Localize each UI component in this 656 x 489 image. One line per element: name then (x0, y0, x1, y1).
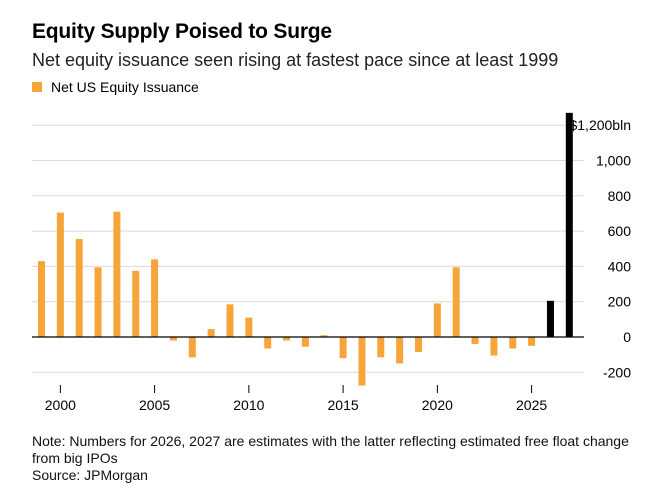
x-tick-label: 2020 (422, 397, 453, 413)
y-axis: $1,200bln 1,000 800 600 400 200 0 -200 (569, 117, 631, 380)
legend-swatch (32, 82, 42, 92)
y-tick-label: 0 (623, 329, 631, 345)
bar-2007 (188, 337, 196, 358)
bar-2027 (565, 112, 573, 337)
bar-2012 (283, 337, 291, 341)
bar-2002 (94, 267, 102, 337)
gridlines (32, 124, 584, 373)
y-tick-label: 400 (608, 258, 632, 274)
bar-2019 (415, 337, 422, 353)
legend-label: Net US Equity Issuance (51, 79, 199, 95)
bar-2004 (132, 270, 140, 337)
bar-2024 (509, 337, 517, 349)
bar-2018 (396, 337, 404, 364)
chart-source: Source: JPMorgan (32, 467, 148, 483)
x-tick-label: 2015 (328, 397, 359, 413)
y-tick-label: 600 (608, 223, 632, 239)
y-tick-label: 1,000 (596, 153, 631, 169)
chart-subtitle: Net equity issuance seen rising at faste… (32, 50, 559, 70)
bar-2011 (264, 337, 272, 349)
y-tick-label: -200 (603, 364, 631, 380)
bar-2001 (75, 239, 83, 337)
bar-2016 (358, 337, 366, 386)
bar-2026 (546, 300, 554, 337)
bar-2017 (377, 337, 385, 358)
x-tick-label: 2010 (233, 397, 264, 413)
bar-2022 (471, 337, 479, 345)
chart-note: Note: Numbers for 2026, 2027 are estimat… (32, 433, 629, 466)
bar-2003 (113, 211, 121, 337)
bar-2009 (226, 304, 234, 337)
y-tick-label: $1,200bln (569, 117, 631, 133)
x-axis: 2000 2005 2010 2015 2020 2025 (45, 385, 547, 413)
x-tick-label: 2025 (516, 397, 547, 413)
legend: Net US Equity Issuance (32, 79, 199, 95)
y-tick-label: 200 (608, 294, 632, 310)
bar-1999 (38, 261, 45, 337)
bar-2020 (433, 303, 441, 337)
bar-2023 (490, 337, 498, 356)
bar-2021 (452, 267, 460, 337)
bar-2013 (301, 337, 309, 347)
bar-2008 (207, 329, 215, 337)
chart-title: Equity Supply Poised to Surge (32, 20, 332, 43)
x-tick-label: 2005 (139, 397, 170, 413)
bar-2014 (320, 335, 328, 337)
bar-2005 (151, 259, 159, 337)
bar-2000 (56, 212, 64, 337)
bars (38, 112, 573, 386)
y-tick-label: 800 (608, 188, 632, 204)
bar-2025 (528, 337, 536, 346)
bar-2010 (245, 317, 253, 337)
bar-2006 (169, 337, 177, 341)
x-tick-label: 2000 (45, 397, 76, 413)
bar-2015 (339, 337, 347, 359)
